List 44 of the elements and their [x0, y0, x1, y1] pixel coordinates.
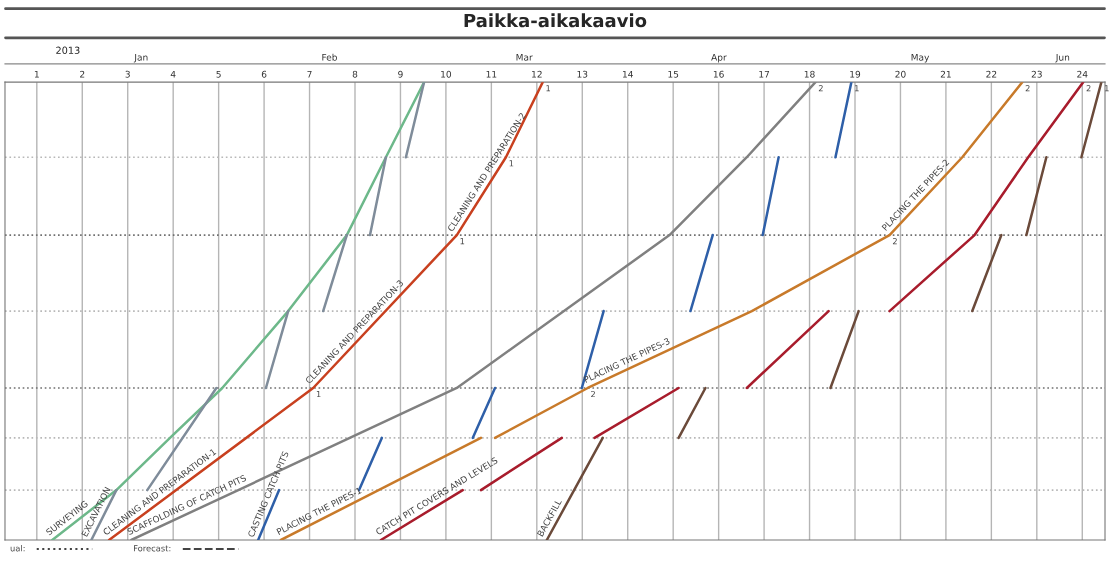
x-tick-label: 22 [986, 70, 997, 78]
x-tick-label: 8 [352, 70, 358, 78]
annotation: 1 [460, 238, 465, 245]
x-tick-label: 14 [622, 70, 633, 78]
text: ual: [10, 545, 25, 552]
x2-tick-label: May [911, 53, 930, 63]
x-tick-label: 7 [307, 70, 312, 78]
x-tick-label: 16 [713, 70, 724, 78]
annotation: 1 [1105, 85, 1109, 92]
x-tick-label: 20 [895, 70, 906, 78]
x-tick-label: 5 [216, 70, 221, 78]
x-tick-label: 3 [125, 70, 130, 78]
x-tick-label: 1 [34, 70, 39, 78]
x-tick-label: 15 [668, 70, 679, 78]
annotation: 2 [591, 390, 595, 398]
x-tick-label: 19 [850, 70, 861, 78]
x-tick-label: 17 [759, 70, 770, 78]
x2-tick-label: Jan [133, 53, 148, 63]
x2-tick-label: Apr [711, 53, 727, 63]
x-tick-label: 6 [261, 70, 267, 78]
x-tick-label: 24 [1077, 70, 1088, 78]
x-tick-label: 13 [577, 70, 588, 78]
x-tick-label: 18 [804, 70, 815, 78]
annotation: 2 [818, 85, 823, 92]
annotation: 1 [316, 391, 321, 398]
annotation: 1 [855, 85, 859, 92]
x2-tick-label: Mar [516, 53, 533, 61]
chart-title: Paikka-aikakaavio [464, 13, 647, 28]
text: Forecast: [134, 545, 171, 552]
annotation: 2 [1025, 85, 1030, 92]
x2-tick-label: Jun [1055, 53, 1070, 63]
text: 2013 [56, 46, 80, 54]
annotation: 1 [546, 85, 551, 92]
x-tick-label: 2 [80, 70, 85, 78]
x-tick-label: 4 [170, 70, 176, 78]
x-tick-label: 21 [940, 70, 951, 78]
x-tick-label: 10 [441, 70, 452, 78]
x-tick-label: 12 [532, 70, 542, 78]
x-tick-label: 11 [486, 70, 497, 78]
x-tick-label: 23 [1031, 70, 1042, 78]
x-tick-label: 9 [398, 70, 403, 78]
x2-tick-label: Feb [322, 53, 337, 61]
annotation: 2 [892, 237, 897, 245]
annotation: 2 [1086, 85, 1091, 92]
